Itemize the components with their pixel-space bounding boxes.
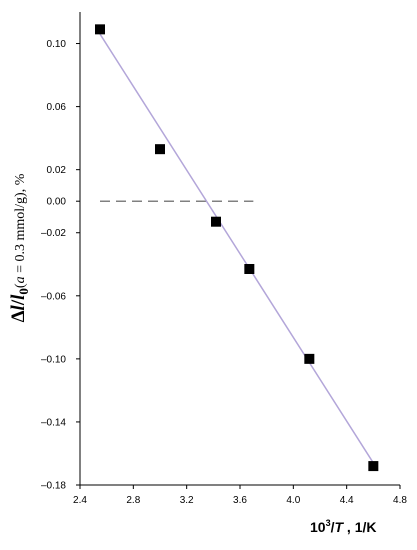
x-axis-label-t: T [334,519,344,535]
x-axis-label-sup: 3 [326,518,331,528]
x-tick-label: 4.8 [393,495,407,506]
x-axis-label-unit: , 1/K [343,519,376,535]
x-axis-label-slash: / [331,519,335,535]
y-tick-label: 0.02 [47,165,67,176]
y-axis-label-a: a [13,276,28,283]
y-tick-label: –0.10 [41,354,66,365]
lines [99,33,374,464]
y-tick-label: 0.00 [47,197,67,208]
data-point [211,216,221,227]
x-tick-label: 4.4 [340,495,354,506]
y-tick-label: –0.02 [41,228,66,239]
data-point [244,263,255,274]
y-tick-label: 0.06 [47,102,67,113]
y-axis-label-paren: ( [13,283,28,288]
y-axis-label-slash: / [8,299,29,306]
x-axis-label-base: 10 [310,519,326,535]
y-axis-label-l0: l [8,294,29,300]
y-axis-label: Δl/l0(a = 0.3 mmol/g), % [8,173,31,322]
data-point [155,144,165,155]
x-tick-label: 3.6 [233,495,247,506]
data-points [95,24,379,472]
y-axis-label-delta: Δ [8,310,29,322]
x-tick-label: 2.8 [126,495,140,506]
y-tick-label: 0.10 [47,39,67,50]
y-tick-label: –0.18 [41,481,66,492]
x-tick-label: 4.0 [286,495,300,506]
x-tick-labels: 2.4 2.8 3.2 3.6 4.0 4.4 4.8 [73,485,407,506]
y-axis-label-l: l [8,304,29,310]
x-tick-label: 2.4 [73,495,87,506]
x-tick-label: 3.2 [180,495,194,506]
y-tick-labels: 0.10 0.06 0.02 0.00 –0.02 –0.06 –0.10 –0.14 –0.1… [41,39,80,492]
fit-line [99,33,374,464]
data-point [368,461,379,472]
y-tick-label: –0.14 [41,417,66,428]
data-point [95,24,105,35]
y-axis-label-rest: = 0.3 mmol/g), % [13,173,28,276]
y-tick-label: –0.06 [41,291,66,302]
x-axis-label: 103/T , 1/K [310,518,377,535]
y-axis-label-sub: 0 [16,288,31,295]
data-point [304,353,315,364]
